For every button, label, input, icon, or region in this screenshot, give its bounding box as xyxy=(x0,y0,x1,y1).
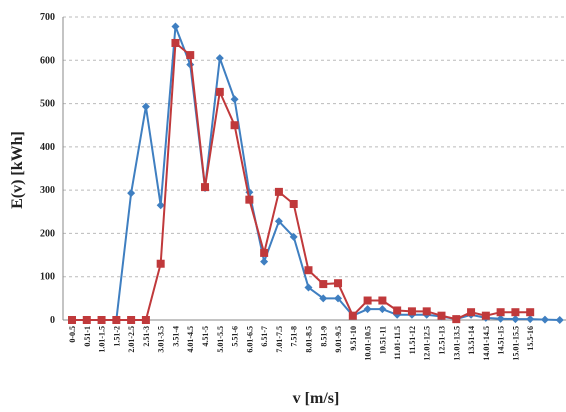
point xyxy=(393,306,402,315)
x-tick-label: 10.01-10.5 xyxy=(364,326,373,361)
series-line xyxy=(72,40,531,321)
y-tick-label: 500 xyxy=(40,99,55,110)
series-line xyxy=(72,26,560,321)
y-tick-label: 700 xyxy=(40,12,55,23)
x-tick-label: 3.51-4 xyxy=(171,326,180,347)
x-tick-label: 15.5-16 xyxy=(526,326,535,351)
point xyxy=(319,280,328,289)
x-tick-label: 6.01-6.5 xyxy=(245,326,254,353)
point xyxy=(215,87,224,96)
point xyxy=(511,308,520,317)
point xyxy=(304,266,313,275)
point xyxy=(230,121,239,130)
point xyxy=(334,294,343,303)
x-axis-title: v [m/s] xyxy=(293,390,340,407)
point xyxy=(511,315,520,324)
point xyxy=(201,183,210,192)
y-tick-label: 0 xyxy=(50,315,55,326)
x-tick-label: 9.01-9.5 xyxy=(334,326,343,353)
x-tick-label: 2.51-3 xyxy=(142,326,151,347)
x-tick-label: 13.01-13.5 xyxy=(452,326,461,361)
point xyxy=(363,296,372,305)
point xyxy=(127,189,136,198)
x-tick-label: 1.01-1.5 xyxy=(98,326,107,353)
point xyxy=(422,307,431,316)
x-tick-label: 8.51-9 xyxy=(319,326,328,347)
y-tick-label: 100 xyxy=(40,272,55,283)
point xyxy=(363,305,372,314)
point xyxy=(378,305,387,314)
y-tick-label: 600 xyxy=(40,55,55,66)
x-tick-label: 4.01-4.5 xyxy=(186,326,195,353)
point xyxy=(304,283,313,292)
x-tick-label: 10.51-11 xyxy=(378,326,387,354)
point xyxy=(496,308,505,317)
point xyxy=(407,307,416,316)
point xyxy=(540,315,549,324)
x-tick-label: 6.51-7 xyxy=(260,326,269,347)
point xyxy=(526,315,535,324)
x-tick-label: 15.01-15.5 xyxy=(511,326,520,361)
y-tick-label: 300 xyxy=(40,185,55,196)
point xyxy=(82,316,91,324)
point xyxy=(555,316,564,324)
point xyxy=(348,311,357,320)
point xyxy=(437,311,446,320)
point xyxy=(260,248,269,257)
x-tick-label: 3.01-3.5 xyxy=(157,326,166,353)
x-tick-label: 9.51-10 xyxy=(349,326,358,351)
point xyxy=(481,311,490,320)
x-tick-label: 5.51-6 xyxy=(231,326,240,347)
point xyxy=(127,316,136,324)
x-tick-label: 7.51-8 xyxy=(290,326,299,347)
point xyxy=(526,308,535,317)
point xyxy=(334,279,343,288)
x-tick-label: 0-0.5 xyxy=(68,326,77,343)
y-tick-label: 200 xyxy=(40,228,55,239)
x-tick-label: 14.51-15 xyxy=(497,326,506,355)
x-tick-label: 0.51-1 xyxy=(83,326,92,347)
point xyxy=(141,316,150,324)
point xyxy=(245,195,254,204)
point xyxy=(171,22,180,31)
point xyxy=(274,217,283,226)
point xyxy=(215,54,224,63)
point xyxy=(289,232,298,241)
y-axis-title: E(v) [kWh] xyxy=(9,131,26,209)
x-tick-label: 13.51-14 xyxy=(467,326,476,355)
x-tick-label: 1.51-2 xyxy=(112,326,121,347)
x-tick-label: 5.01-5.5 xyxy=(216,326,225,353)
y-tick-label: 400 xyxy=(40,142,55,153)
x-tick-label: 12.01-12.5 xyxy=(423,326,432,361)
point xyxy=(171,38,180,47)
point xyxy=(378,296,387,305)
point xyxy=(230,95,239,104)
point xyxy=(289,199,298,208)
x-tick-label: 12.51-13 xyxy=(438,326,447,355)
x-tick-label: 14.01-14.5 xyxy=(482,326,491,361)
point xyxy=(496,314,505,323)
point xyxy=(156,201,165,210)
point xyxy=(97,316,106,324)
point xyxy=(452,315,461,324)
point xyxy=(112,316,121,324)
x-tick-label: 11.51-12 xyxy=(408,326,417,354)
point xyxy=(156,259,165,268)
point xyxy=(141,102,150,111)
point xyxy=(274,187,283,196)
point xyxy=(68,316,76,324)
point xyxy=(186,51,195,60)
x-tick-label: 2.01-2.5 xyxy=(127,326,136,353)
x-tick-label: 11.01-11.5 xyxy=(393,326,402,360)
point xyxy=(467,308,476,317)
x-tick-label: 8.01-8.5 xyxy=(304,326,313,353)
point xyxy=(260,257,269,266)
point xyxy=(319,294,328,303)
x-tick-label: 7.01-7.5 xyxy=(275,326,284,353)
x-tick-label: 4.51-5 xyxy=(201,326,210,347)
